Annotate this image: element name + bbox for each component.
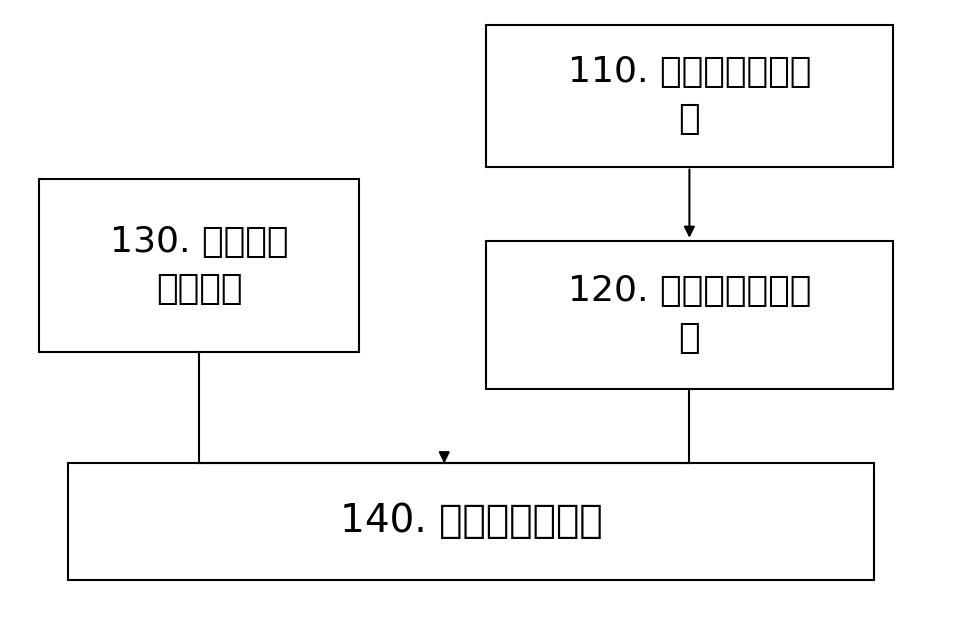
Text: 120. 待修复区简化模
块: 120. 待修复区简化模 块 — [568, 274, 811, 355]
Bar — [68, 463, 874, 580]
Bar — [486, 25, 893, 167]
Text: 130. 迁移深度
评估模块: 130. 迁移深度 评估模块 — [110, 225, 288, 306]
Bar — [39, 179, 359, 352]
Bar — [486, 241, 893, 389]
Text: 110. 污染风险评估模
块: 110. 污染风险评估模 块 — [568, 55, 811, 136]
Text: 140. 修复量计算模块: 140. 修复量计算模块 — [340, 502, 602, 540]
